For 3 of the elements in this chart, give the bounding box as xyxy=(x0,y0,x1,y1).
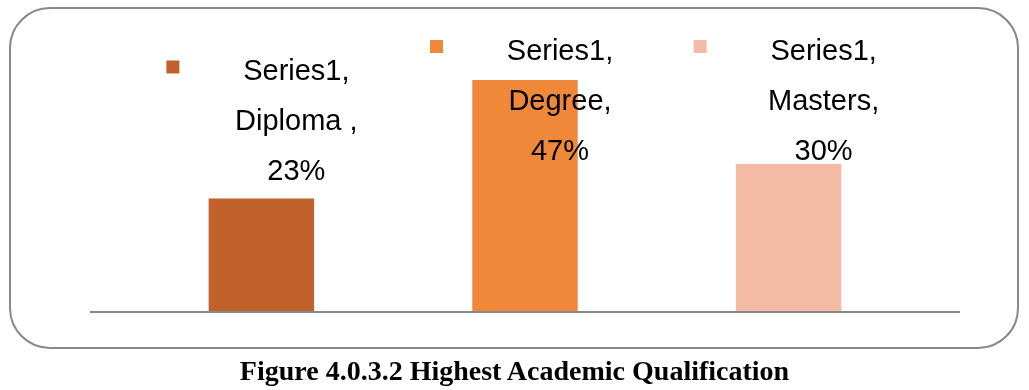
data-label: Series1, Diploma , 23% xyxy=(235,54,358,187)
data-label: Series1, Masters, 30% xyxy=(768,34,880,166)
text: Figure 4.0.3.2 Highest Academic Qualification xyxy=(239,355,790,386)
